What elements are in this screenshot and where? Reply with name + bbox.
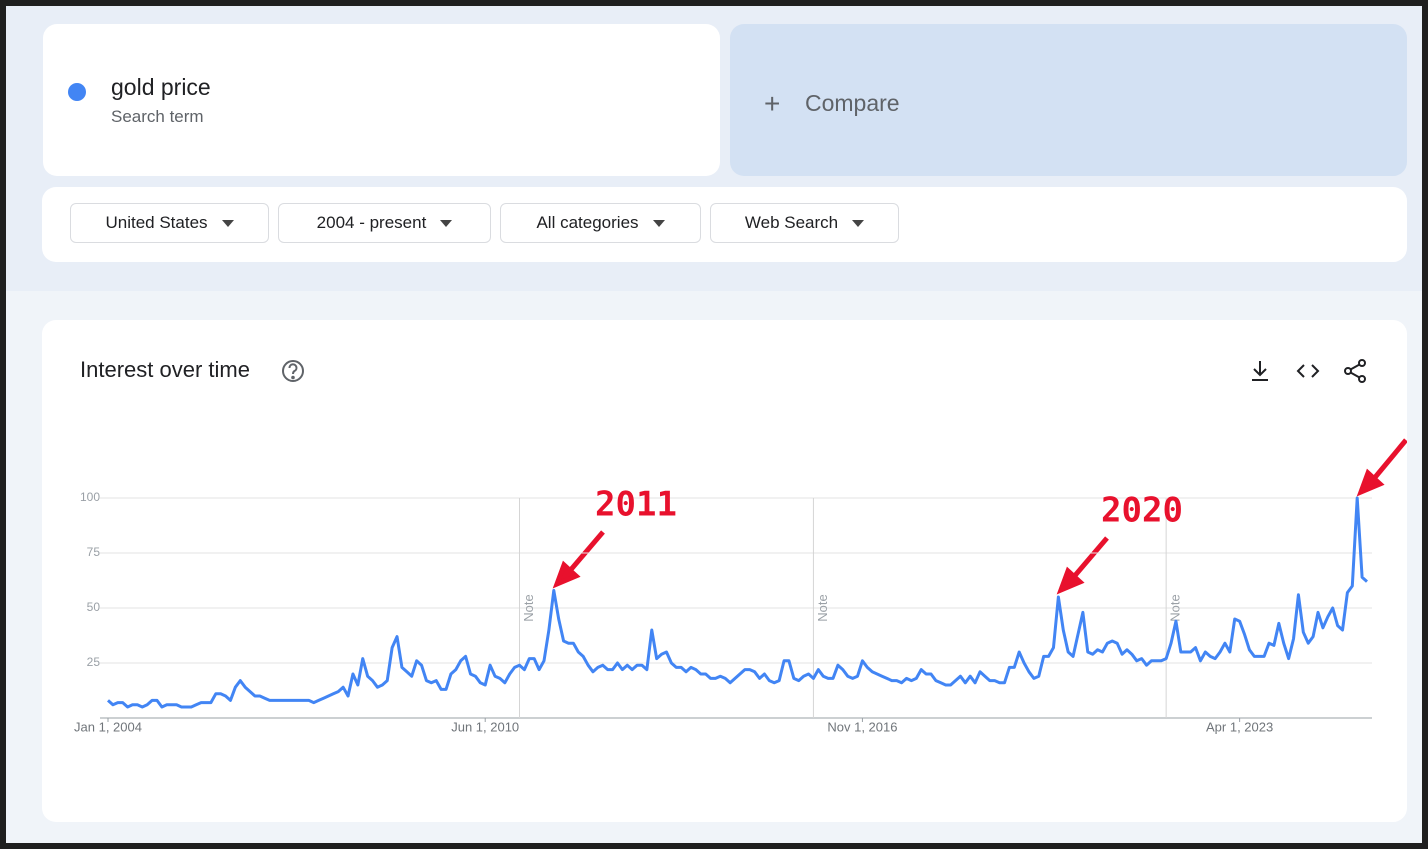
term-color-dot [68, 83, 86, 101]
annotation: 2011 [595, 485, 677, 525]
dropdown-arrow [440, 219, 453, 227]
filter-dropdown[interactable]: Web Search [710, 203, 899, 243]
x-tick-label: Nov 1, 2016 [827, 719, 897, 734]
arrows [552, 438, 1408, 595]
compare-card[interactable] [730, 24, 1407, 176]
term-subtitle: Search term [111, 107, 204, 126]
x-tick-label: Jun 1, 2010 [451, 719, 519, 734]
embed-icon[interactable] [1296, 364, 1320, 378]
note-label: Note [1168, 594, 1183, 621]
chart-card: Interest over time [42, 320, 1408, 822]
x-tick-label: Apr 1, 2023 [1206, 719, 1273, 734]
trend-line [106, 496, 1369, 709]
chart: Interest over time [74, 357, 1408, 734]
y-tick-label: 75 [87, 545, 101, 559]
frame: gold price Search term + Compare United … [6, 6, 1422, 843]
share-icon[interactable] [1344, 359, 1366, 383]
note-label: Note [815, 594, 830, 621]
arrow-head [1356, 468, 1385, 497]
chart-title: Interest over time [80, 357, 250, 382]
filter-dropdown[interactable]: United States [70, 203, 269, 243]
download-icon[interactable] [1252, 361, 1268, 381]
annotation-arrow [1370, 438, 1408, 483]
dropdown-arrow [852, 219, 865, 227]
plus-icon: + [764, 88, 781, 119]
filter-dropdown[interactable]: 2004 - present [278, 203, 491, 243]
arrow-head [552, 560, 581, 589]
y-tick-label: 100 [80, 490, 100, 504]
annotation: 2020 [1101, 491, 1183, 531]
search-term-card[interactable] [43, 24, 720, 176]
filter-label: United States [105, 213, 208, 232]
filter-label: Web Search [744, 213, 839, 232]
dropdown-arrow [652, 219, 665, 227]
compare-label[interactable]: Compare [805, 90, 900, 116]
filter-dropdown[interactable]: All categories [500, 203, 701, 243]
annotation-arrow [1070, 536, 1109, 581]
note-label: Note [521, 594, 536, 621]
y-tick-label: 50 [87, 600, 101, 614]
help-icon[interactable] [282, 360, 304, 382]
term-name[interactable]: gold price [111, 74, 211, 100]
dropdown-arrow [221, 219, 234, 227]
arrow-head [1056, 566, 1085, 595]
filter-label: All categories [536, 213, 639, 232]
filter-label: 2004 - present [316, 213, 427, 232]
x-tick-label: Jan 1, 2004 [74, 719, 142, 734]
y-tick-label: 25 [87, 655, 101, 669]
